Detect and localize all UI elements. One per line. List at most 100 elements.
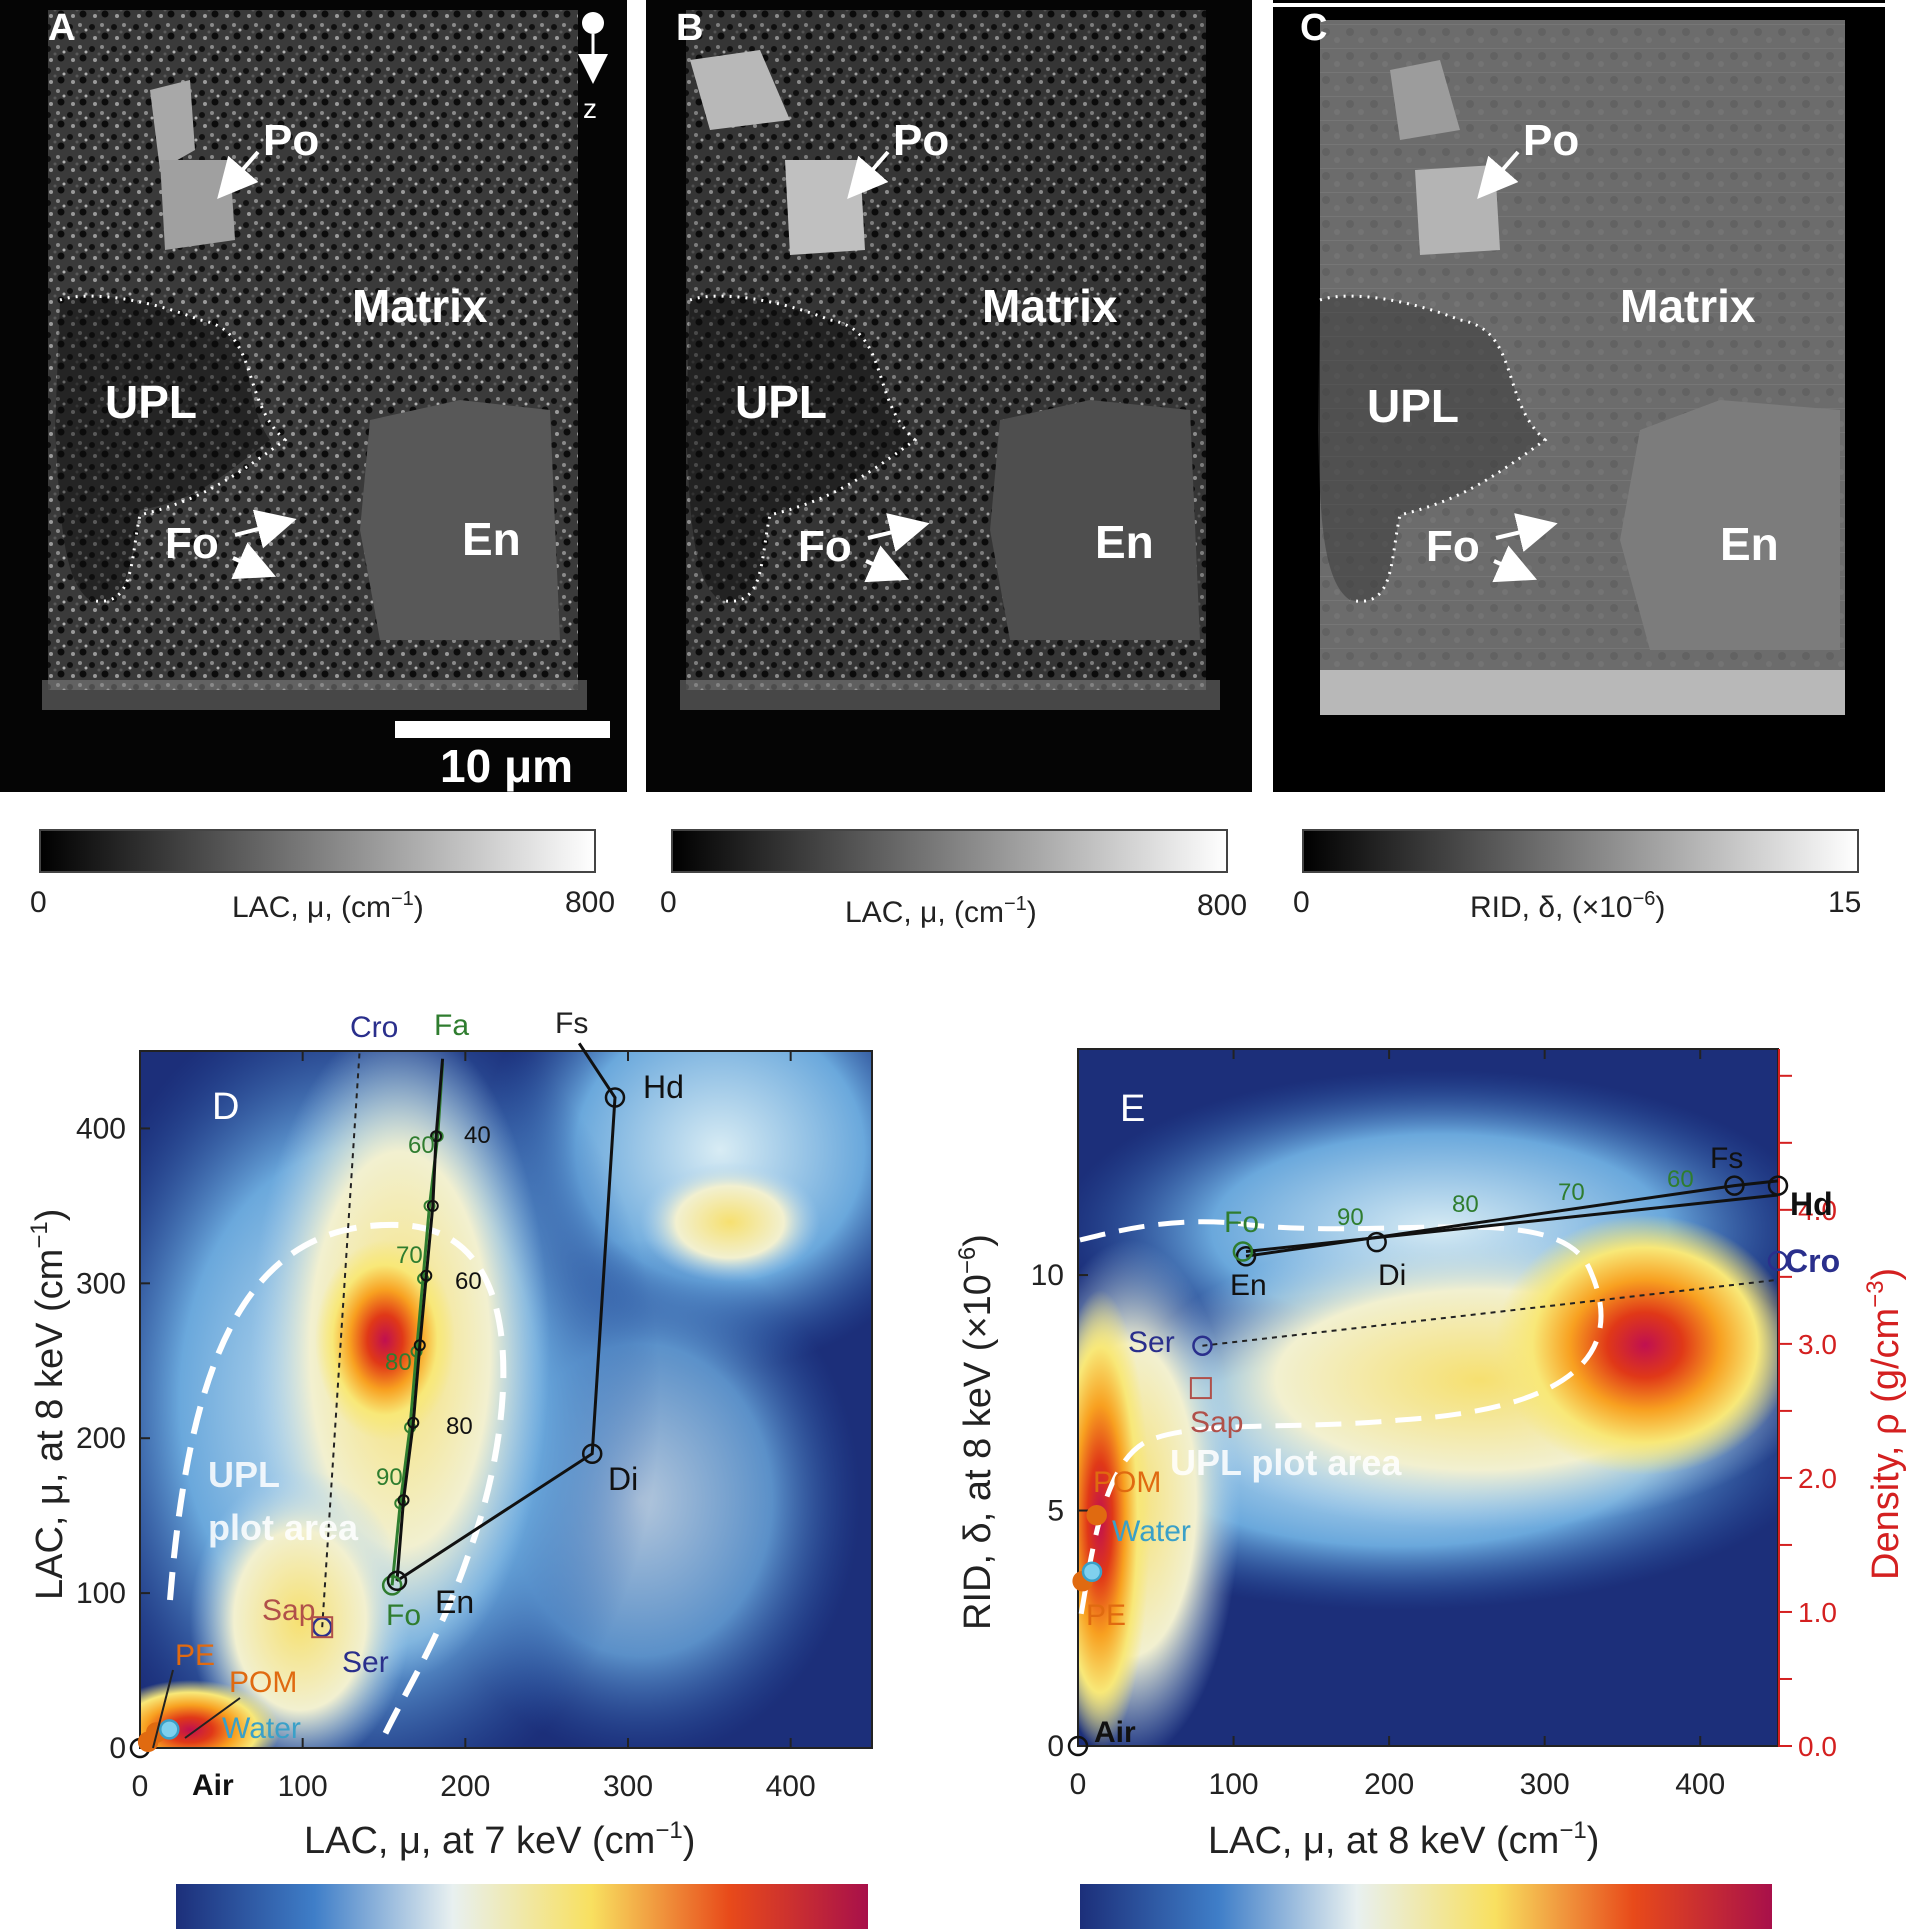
label-fs: Fs bbox=[555, 1007, 588, 1040]
panel-c: C Po Matrix UPL Fo En bbox=[1273, 0, 1885, 792]
label-ser: Ser bbox=[1128, 1326, 1175, 1359]
x-tick-label: 400 bbox=[766, 1770, 816, 1803]
colorbar-min: 0 bbox=[30, 886, 47, 919]
data-point-air bbox=[1067, 1735, 1089, 1757]
data-point-di bbox=[1366, 1231, 1387, 1253]
fa-tick-80: 80 bbox=[385, 1349, 412, 1376]
axis-ticks: 0 100 200 300 400 0 5 10 0.0 1.0 2.0 3.0 4.0 bbox=[1031, 1049, 1837, 1801]
data-point-di bbox=[581, 1443, 603, 1464]
label-air: Air bbox=[1094, 1716, 1136, 1749]
panel-letter: C bbox=[1300, 7, 1327, 49]
y-tick-label: 0 bbox=[1047, 1730, 1064, 1763]
data-point-sap bbox=[1189, 1377, 1212, 1400]
panel-a: A Po Matrix UPL Fo En z 10 μm bbox=[0, 0, 627, 792]
data-point-sap bbox=[311, 1616, 334, 1639]
colorbar-max: 800 bbox=[565, 886, 615, 919]
data-points bbox=[129, 1087, 626, 1759]
y2-tick-label: 1.0 bbox=[1798, 1597, 1837, 1628]
series-line-en-fs bbox=[395, 1058, 445, 1581]
series-point bbox=[413, 1339, 426, 1352]
fa-tick-90: 90 bbox=[376, 1464, 403, 1491]
x-tick-label: 0 bbox=[1070, 1768, 1087, 1801]
label-fo: Fo bbox=[1224, 1206, 1259, 1239]
label-en: En bbox=[1095, 516, 1154, 568]
colorbar-min: 0 bbox=[1293, 886, 1310, 919]
data-point-pom bbox=[1086, 1504, 1107, 1526]
label-po: Po bbox=[263, 116, 319, 165]
label-hd: Hd bbox=[643, 1069, 684, 1105]
label-di: Di bbox=[1378, 1259, 1406, 1292]
label-matrix: Matrix bbox=[1620, 280, 1756, 332]
label-en: En bbox=[1230, 1269, 1267, 1302]
x-tick-label: 300 bbox=[1520, 1768, 1570, 1801]
y-tick-label: 0 bbox=[109, 1732, 126, 1765]
label-ser: Ser bbox=[342, 1646, 389, 1679]
label-z: z bbox=[583, 93, 597, 124]
label-fo: Fo bbox=[798, 522, 852, 571]
panel-letter: A bbox=[48, 7, 75, 49]
y-tick-label: 5 bbox=[1047, 1495, 1064, 1528]
data-point-hd bbox=[604, 1087, 626, 1108]
colorbar-e bbox=[1080, 1884, 1772, 1929]
label-cro: Cro bbox=[1785, 1243, 1840, 1279]
label-fo: Fo bbox=[1426, 522, 1480, 571]
label-pom: POM bbox=[1093, 1466, 1161, 1499]
scale-bar bbox=[395, 721, 610, 738]
x-tick-label: 100 bbox=[278, 1770, 328, 1803]
series-point bbox=[410, 1345, 423, 1358]
label-en: En bbox=[1720, 518, 1779, 570]
x-tick-label: 200 bbox=[440, 1770, 490, 1803]
label-fs: Fs bbox=[1710, 1142, 1743, 1175]
fs-tick-60: 60 bbox=[1667, 1166, 1694, 1193]
label-water: Water bbox=[222, 1712, 301, 1745]
data-point-en bbox=[1235, 1245, 1257, 1267]
colorbar-label: LAC, μ, (cm−1) bbox=[845, 893, 1037, 929]
upl-plot-area-outline bbox=[1077, 1219, 1604, 1621]
panel-letter: E bbox=[1120, 1088, 1145, 1130]
upl-plot-area-outline bbox=[167, 1221, 507, 1747]
series-point bbox=[417, 1272, 430, 1285]
upl-label: UPL plot area bbox=[1170, 1442, 1402, 1483]
colorbar-d bbox=[176, 1884, 868, 1929]
data-point-water bbox=[159, 1719, 180, 1740]
label-pom: POM bbox=[229, 1666, 297, 1699]
panel-d-chart: 0 100 200 300 400 0 100 200 300 400 D UPL plot ar… bbox=[26, 1007, 873, 1862]
fs-tick-70: 70 bbox=[1558, 1179, 1585, 1206]
label-sap: Sap bbox=[262, 1594, 315, 1627]
series-lines bbox=[1202, 1179, 1779, 1347]
y-tick-label: 400 bbox=[76, 1112, 126, 1145]
label-po: Po bbox=[893, 116, 949, 165]
plot-frame bbox=[139, 1050, 873, 1749]
data-point-fs bbox=[1724, 1175, 1745, 1196]
fa-tick-60: 60 bbox=[408, 1132, 435, 1159]
label-air: Air bbox=[192, 1769, 234, 1802]
data-point-water bbox=[1081, 1561, 1103, 1582]
upl-label-line2: plot area bbox=[208, 1507, 359, 1548]
series-line-ser-cro bbox=[321, 1050, 361, 1628]
panel-b: B Po Matrix UPL Fo En bbox=[646, 0, 1252, 792]
label-fo: Fo bbox=[165, 519, 219, 568]
fs-tick-40: 40 bbox=[464, 1122, 491, 1149]
series-point bbox=[397, 1494, 410, 1507]
x-axis-label: LAC, μ, at 7 keV (cm−1) bbox=[304, 1817, 695, 1862]
y-tick-label: 200 bbox=[76, 1422, 126, 1455]
data-point-fo bbox=[1232, 1241, 1254, 1262]
colorbar-b: 0 800 LAC, μ, (cm−1) bbox=[660, 829, 1247, 929]
z-axis-icon bbox=[582, 12, 604, 34]
data-point-cro bbox=[1767, 1250, 1789, 1272]
label-po: Po bbox=[1523, 116, 1579, 165]
series-point bbox=[430, 1130, 443, 1143]
x-tick-label: 200 bbox=[1364, 1768, 1414, 1801]
colorbar-a: 0 800 LAC, μ, (cm−1) bbox=[30, 829, 615, 924]
x-tick-label: 100 bbox=[1209, 1768, 1259, 1801]
y-axis-label: RID, δ, at 8 keV (×10−6) bbox=[954, 1234, 999, 1630]
x-tick-label: 400 bbox=[1675, 1768, 1725, 1801]
y2-axis-label: Density, ρ (g/cm−3) bbox=[1862, 1268, 1907, 1580]
y2-tick-label: 0.0 bbox=[1798, 1731, 1837, 1762]
y2-tick-label: 3.0 bbox=[1798, 1329, 1837, 1360]
series-point bbox=[407, 1416, 420, 1429]
y-tick-label: 10 bbox=[1031, 1259, 1064, 1292]
label-pe: PE bbox=[175, 1639, 215, 1672]
label-upl: UPL bbox=[735, 376, 827, 428]
